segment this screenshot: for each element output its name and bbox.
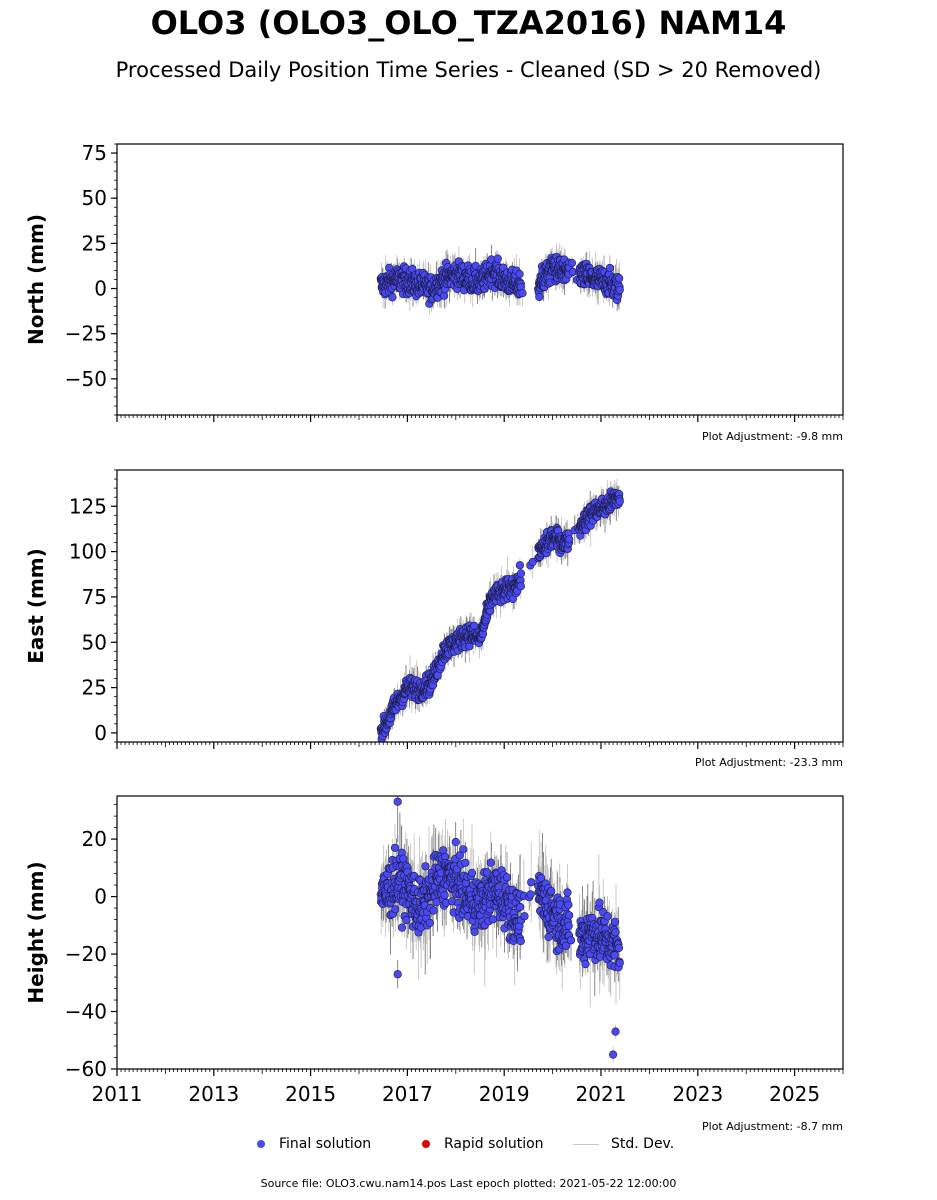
- east-data-point: [615, 497, 624, 506]
- north-data-point: [388, 293, 397, 302]
- height-data-point: [488, 915, 498, 924]
- east-y-tick-label: 100: [69, 540, 107, 564]
- north-y-tick-label: −50: [65, 367, 107, 391]
- height-data-point: [486, 858, 495, 867]
- east-panel: 125 100 75 50 25 0 East (mm): [24, 469, 844, 749]
- north-data-point: [515, 270, 524, 279]
- height-data-point: [520, 912, 529, 921]
- height-data-point: [611, 1027, 620, 1036]
- height-data-point: [615, 958, 624, 968]
- chart-title: OLO3 (OLO3_OLO_TZA2016) NAM14: [150, 4, 787, 42]
- height-data-point: [581, 959, 590, 969]
- height-data-point: [402, 916, 411, 925]
- east-y-tick-label: 125: [69, 494, 107, 518]
- height-data-point: [503, 873, 512, 882]
- north-data-point: [605, 263, 615, 273]
- height-data-points: [376, 797, 624, 1059]
- height-data-point: [544, 932, 553, 942]
- north-data-point: [493, 254, 502, 263]
- height-data-point: [461, 858, 470, 867]
- north-data-point: [535, 292, 544, 302]
- height-data-point: [603, 912, 612, 921]
- north-y-tick-label: 0: [94, 277, 107, 301]
- height-data-point: [526, 890, 535, 899]
- height-data-point: [451, 837, 460, 847]
- height-data-point: [467, 868, 477, 878]
- height-data-point: [536, 873, 546, 883]
- height-data-point: [393, 970, 402, 979]
- north-y-tick-label: 75: [82, 141, 107, 165]
- east-data-points: [376, 487, 624, 742]
- height-data-point: [561, 941, 571, 951]
- height-data-point: [564, 921, 573, 931]
- height-data-point: [611, 928, 620, 937]
- height-data-point: [527, 878, 536, 887]
- east-data-point: [565, 535, 574, 544]
- height-data-point: [397, 923, 407, 932]
- north-panel: 75 50 25 0 −25 −50 North (mm): [24, 141, 844, 422]
- height-data-point: [421, 862, 430, 871]
- height-y-tick-label: 20: [82, 827, 107, 851]
- height-data-point: [563, 888, 572, 897]
- east-y-tick-label: 25: [82, 676, 107, 700]
- height-data-point: [610, 917, 620, 926]
- height-data-point: [459, 845, 468, 854]
- north-data-point: [567, 258, 577, 268]
- height-data-point: [429, 906, 438, 915]
- north-y-tick-label: 50: [82, 186, 107, 210]
- height-data-point: [393, 797, 402, 806]
- east-data-point: [516, 582, 525, 591]
- north-data-point: [518, 289, 527, 298]
- height-y-tick-label: −60: [65, 1057, 107, 1081]
- height-data-point: [614, 943, 624, 953]
- height-y-tick-label: −20: [65, 942, 107, 966]
- height-data-point: [470, 927, 479, 937]
- east-y-axis-label: East (mm): [24, 548, 48, 664]
- height-y-tick-label: 0: [94, 885, 107, 909]
- height-data-point: [564, 900, 573, 909]
- height-data-point: [608, 1050, 618, 1059]
- height-data-point: [610, 951, 619, 960]
- height-data-point: [516, 936, 525, 946]
- north-data-points: [376, 252, 624, 308]
- north-data-point: [615, 285, 624, 294]
- east-y-tick-label: 50: [82, 630, 107, 654]
- chart-subtitle: Processed Daily Position Time Series - C…: [115, 58, 822, 82]
- north-y-axis-label: North (mm): [24, 214, 48, 345]
- height-data-point: [595, 898, 604, 907]
- east-y-tick-label: 75: [82, 585, 107, 609]
- east-data-point: [516, 569, 526, 578]
- north-y-tick-label: −25: [65, 322, 107, 346]
- height-y-tick-label: −40: [65, 1000, 107, 1024]
- height-data-point: [566, 936, 576, 945]
- height-data-point: [547, 887, 556, 896]
- east-y-tick-label: 0: [94, 721, 107, 745]
- height-data-point: [455, 851, 464, 860]
- north-y-tick-label: 25: [82, 231, 107, 255]
- height-data-point: [565, 911, 574, 920]
- height-data-point: [440, 890, 449, 900]
- height-data-point: [516, 902, 525, 912]
- east-data-point: [515, 561, 525, 570]
- north-data-point: [615, 274, 624, 283]
- height-data-point: [391, 905, 400, 914]
- height-data-point: [390, 843, 400, 852]
- east-plot-frame: [116, 469, 844, 743]
- height-data-point: [425, 918, 435, 928]
